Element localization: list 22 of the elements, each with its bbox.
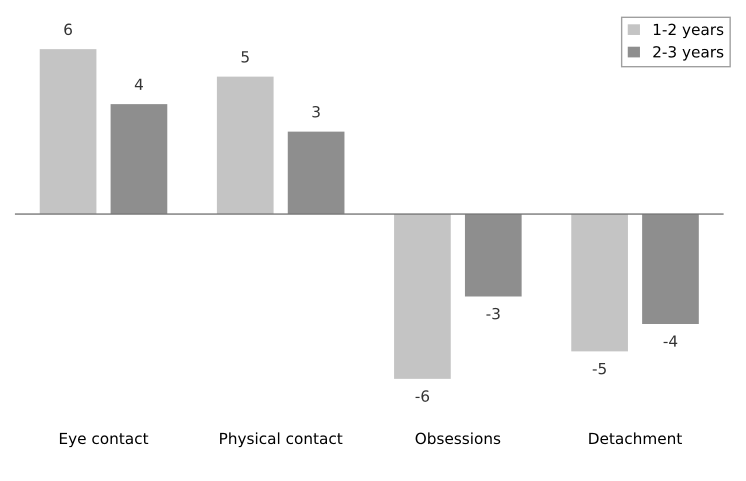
x-tick-label: Physical contact <box>220 432 342 448</box>
bar <box>40 49 96 214</box>
legend-label: 1-2 years <box>654 24 724 38</box>
x-tick-label: Obsessions <box>416 432 500 444</box>
bar <box>216 76 274 214</box>
bar <box>288 132 344 214</box>
data-label: -5 <box>592 363 606 374</box>
x-tick-label: Eye contact <box>60 432 148 448</box>
bar <box>464 214 522 296</box>
data-label: 5 <box>242 51 249 63</box>
data-label: 4 <box>134 78 143 90</box>
legend-label: 2-3 years <box>653 46 724 61</box>
bar <box>642 214 699 324</box>
data-label: -6 <box>416 390 430 402</box>
x-tick-label: Detachment <box>589 432 682 444</box>
data-label: 6 <box>64 24 72 36</box>
bar <box>110 104 168 214</box>
bar <box>394 214 451 379</box>
data-label: 3 <box>312 106 320 118</box>
data-label: -3 <box>486 308 500 320</box>
data-label: -4 <box>664 336 678 347</box>
bar <box>571 214 628 352</box>
